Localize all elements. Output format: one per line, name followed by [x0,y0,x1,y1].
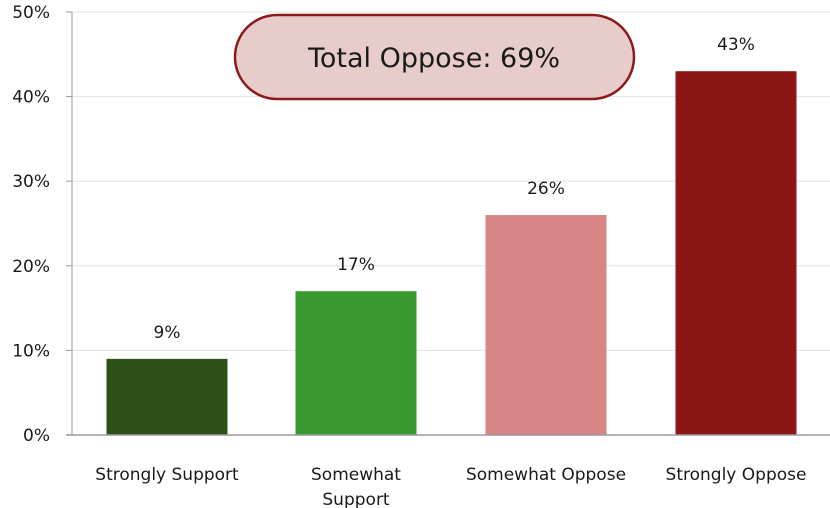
data-labels: 9% 17% 26% 43% [154,35,755,343]
y-tick-label: 20% [12,257,50,277]
bar-somewhat-support [295,291,417,435]
y-tick-label: 10% [12,341,50,361]
bar-strongly-oppose [675,71,797,435]
x-axis-category-labels: Strongly Support Somewhat Support Somewhat … [95,465,806,508]
axes [66,11,830,436]
y-tick-label: 30% [12,172,50,192]
x-category-label: Strongly Oppose [666,465,807,485]
bar-strongly-support [106,358,228,435]
y-axis-tick-labels: 0% 10% 20% 30% 40% 50% [12,3,50,446]
total-oppose-callout: Total Oppose: 69% [233,13,636,101]
x-category-label: Somewhat Oppose [466,465,626,485]
callout-text: Total Oppose: 69% [307,43,560,74]
y-tick-label: 40% [12,88,50,108]
y-tick-label: 0% [23,426,50,446]
data-label: 43% [717,35,755,55]
bar-somewhat-oppose [485,215,607,435]
data-label: 17% [337,255,375,275]
x-category-label: Strongly Support [95,465,239,485]
data-label: 9% [154,323,181,343]
data-label: 26% [527,179,565,199]
y-tick-label: 50% [12,3,50,23]
callout-box [233,13,636,101]
x-category-label: Somewhat [311,465,401,485]
bars [106,71,797,435]
x-category-label: Support [322,490,390,508]
